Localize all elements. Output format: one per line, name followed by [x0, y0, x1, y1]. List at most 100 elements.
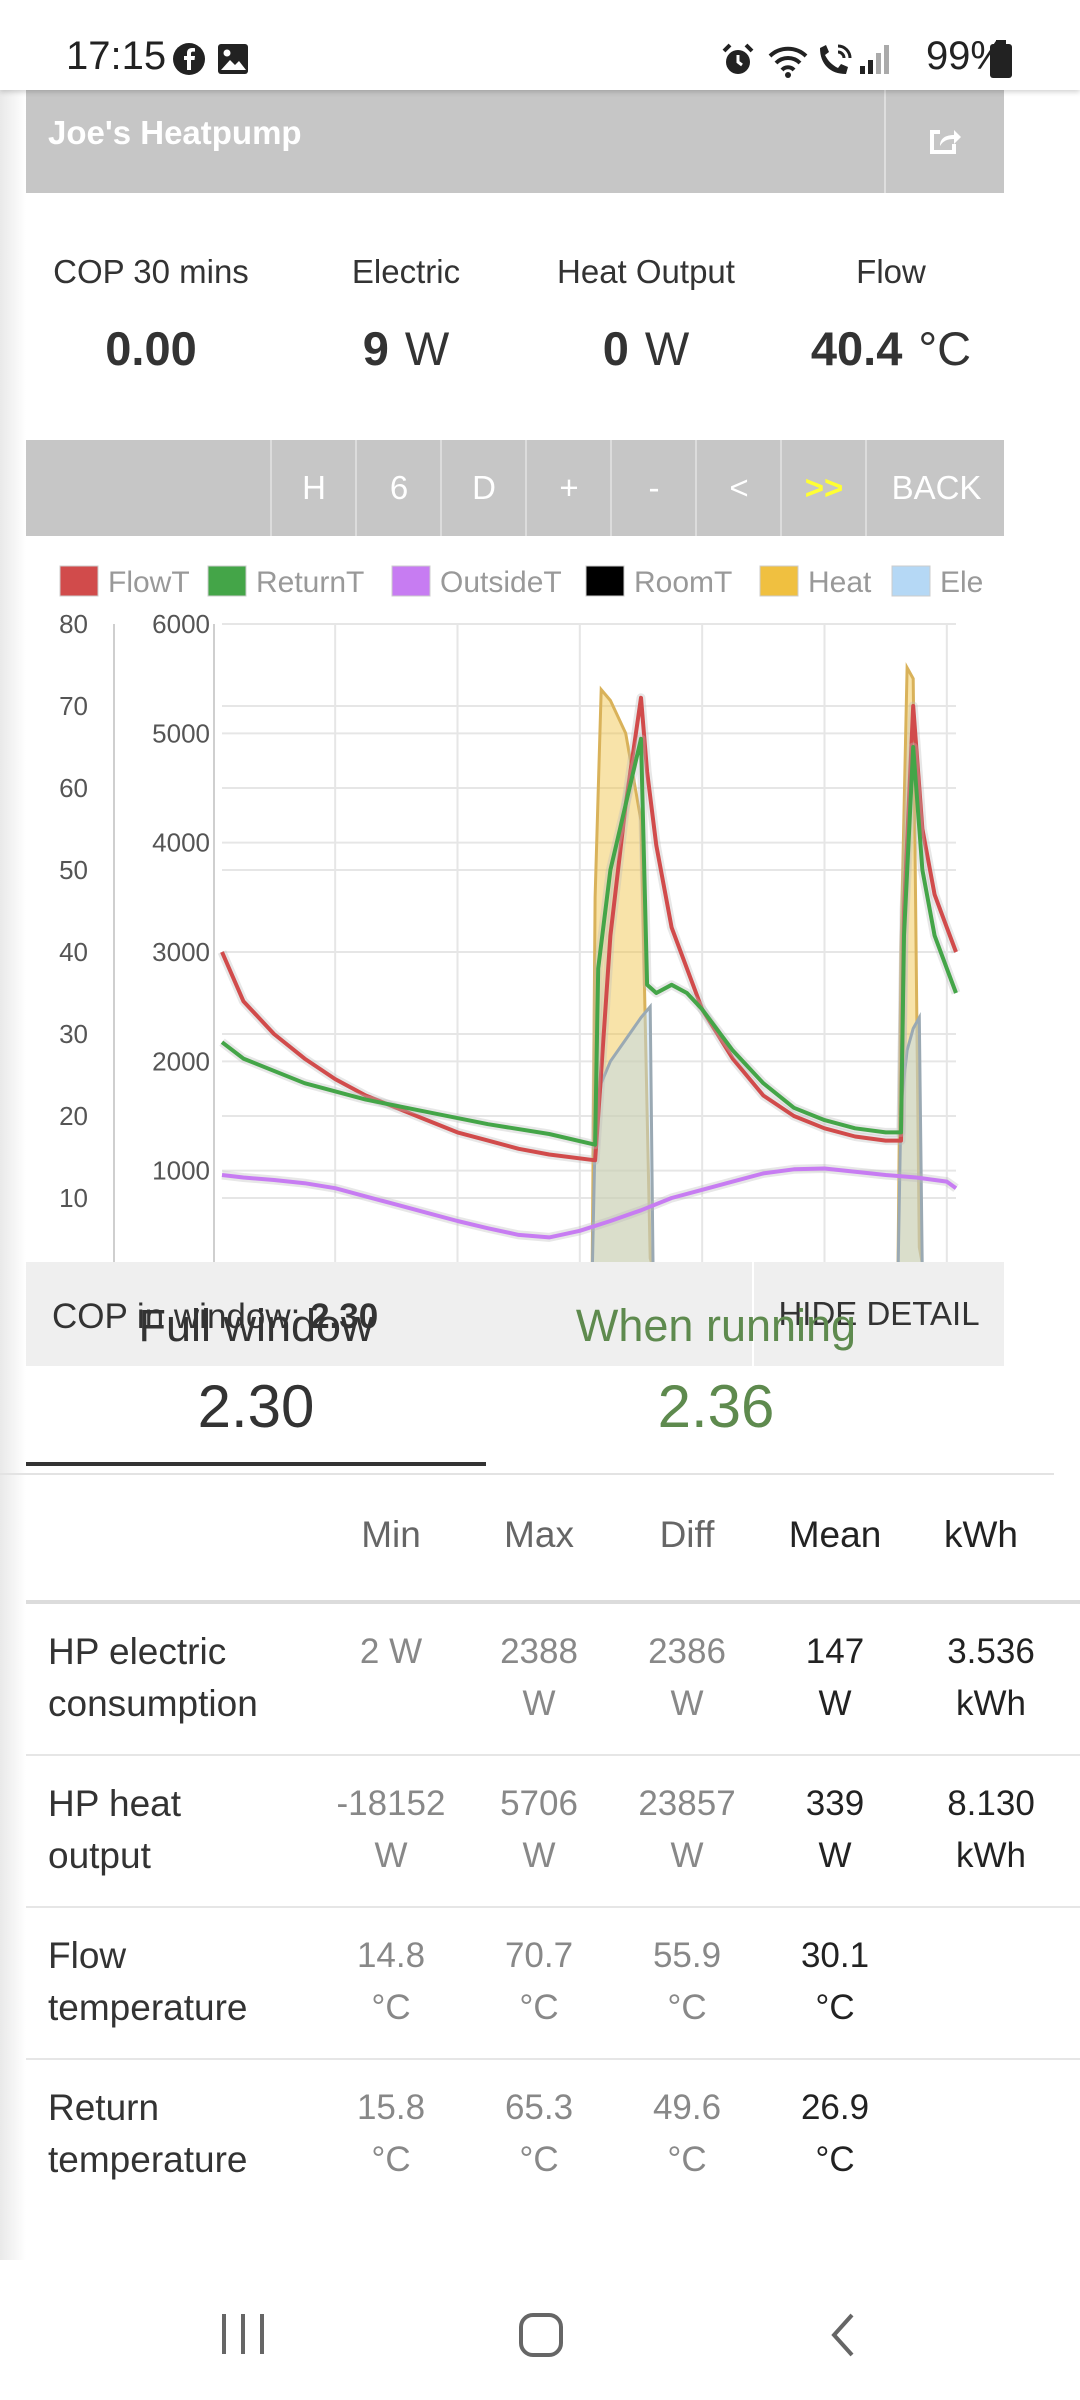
signal-icon — [860, 45, 889, 74]
row-label: HP heat output — [48, 1783, 182, 1876]
cell-max: 5706 W — [500, 1784, 578, 1875]
tab-divider — [0, 1473, 1054, 1475]
y-right-tick-label: 4000 — [152, 828, 210, 858]
chart-container: FlowTReturnTOutsideTRoomTHeatEle01020304… — [26, 536, 1004, 1328]
zoom-in-button[interactable]: + — [525, 440, 611, 536]
gallery-icon — [218, 44, 248, 74]
y-left-tick-label: 30 — [59, 1019, 88, 1049]
legend-swatch-outsidet — [391, 565, 431, 597]
legend-swatch-heat — [759, 565, 799, 597]
active-tab-underline — [26, 1462, 486, 1466]
table-row: Flow temperature 14.8 °C 70.7 °C 55.9 °C 30.… — [26, 1908, 1080, 2060]
cell-max: 65.3 °C — [504, 2088, 574, 2179]
y-left-tick-label: 40 — [59, 937, 88, 967]
fast-forward-button[interactable]: >> — [780, 440, 866, 536]
facebook-icon — [173, 43, 205, 75]
cop-tabs: Full window 2.30 When running 2.36 — [26, 1300, 1080, 1470]
navigation-bar — [0, 2262, 1080, 2400]
y-right-tick-label: 2000 — [152, 1046, 210, 1076]
legend-label-roomt: RoomT — [634, 566, 732, 599]
row-label: Return temperature — [48, 2087, 248, 2180]
y-right-tick-label: 6000 — [152, 609, 210, 639]
tab-label: When running — [575, 1300, 857, 1351]
title-bar: Joe's Heatpump — [26, 90, 1004, 193]
legend-label-outsidet: OutsideT — [440, 566, 562, 599]
kpi-label: COP 30 mins — [53, 253, 249, 290]
six-hour-button[interactable]: 6 — [355, 440, 441, 536]
cop-window-value: 2.30 — [310, 1297, 379, 1336]
cell-max: 2388 W — [500, 1632, 578, 1723]
share-button[interactable] — [884, 90, 1004, 193]
kpi-label: Electric — [351, 253, 461, 290]
series-line-returnt — [220, 736, 958, 1147]
legend-swatch-returnt — [207, 565, 247, 597]
battery-icon — [990, 40, 1012, 78]
y-left-tick-label: 60 — [59, 773, 88, 803]
legend-label-ele: Ele — [940, 566, 983, 599]
col-kwh: kWh — [944, 1514, 1018, 1555]
cop-window-label: COP in window: — [52, 1297, 301, 1336]
kpi-value: 0 — [602, 322, 629, 375]
kpi-unit: W — [644, 322, 690, 375]
day-button[interactable]: D — [440, 440, 526, 536]
cell-mean: 30.1 °C — [800, 1936, 870, 2027]
wifi-call-icon — [820, 44, 852, 74]
pan-left-button[interactable]: < — [695, 440, 781, 536]
y-left-tick-label: 50 — [59, 855, 88, 885]
col-diff: Diff — [659, 1514, 715, 1555]
cell-diff: 23857 W — [638, 1784, 736, 1875]
kpi-label: Heat Output — [557, 253, 735, 290]
share-icon — [930, 130, 961, 154]
kpi-unit: W — [404, 322, 450, 375]
cell-mean: 147 W — [805, 1632, 865, 1723]
stats-header: Min Max Diff Mean kWh — [26, 1470, 1080, 1604]
y-right-tick-label: 3000 — [152, 937, 210, 967]
cell-diff: 55.9 °C — [652, 1936, 722, 2027]
tab-when-running[interactable]: When running 2.36 — [486, 1300, 946, 1441]
recent-apps-icon[interactable] — [218, 2312, 268, 2356]
legend-swatch-roomt — [585, 565, 625, 597]
kpi-label: Flow — [856, 253, 926, 290]
back-icon[interactable] — [828, 2312, 858, 2358]
y-left-tick-label: 70 — [59, 691, 88, 721]
kpi-value: 9 — [362, 322, 389, 375]
kpi-unit: °C — [918, 322, 972, 375]
tab-value: 2.36 — [657, 1373, 775, 1440]
status-time: 17:15 — [66, 34, 167, 78]
hour-button[interactable]: H — [270, 440, 356, 536]
history-chart[interactable]: FlowTReturnTOutsideTRoomTHeatEle01020304… — [26, 536, 1004, 1328]
row-label: HP electric consumption — [48, 1631, 258, 1724]
legend-swatch-ele — [891, 565, 931, 597]
table-row: Return temperature 15.8 °C 65.3 °C 49.6 °C 2… — [26, 2060, 1080, 2210]
cell-kwh: 3.536 kWh — [947, 1632, 1035, 1723]
y-left-tick-label: 10 — [59, 1183, 88, 1213]
legend-label-flowt: FlowT — [108, 566, 190, 599]
cell-mean: 26.9 °C — [800, 2088, 870, 2179]
y-right-tick-label: 1000 — [152, 1156, 210, 1186]
table-row: HP heat output -18152 W 5706 W 23857 W 339 W … — [26, 1756, 1080, 1908]
y-left-tick-label: 80 — [59, 609, 88, 639]
table-row: HP electric consumption 2 W 2388 W 2386 W 1… — [26, 1604, 1080, 1756]
series-shadow-returnt — [219, 734, 961, 1150]
legend-label-heat: Heat — [808, 566, 872, 599]
cop-window: COP in window: 2.30 — [52, 1297, 378, 1337]
home-icon[interactable] — [518, 2312, 564, 2358]
background-shadow — [0, 90, 26, 2260]
col-mean: Mean — [788, 1514, 882, 1555]
cell-diff: 2386 W — [648, 1632, 726, 1723]
y-left-tick-label: 20 — [59, 1101, 88, 1131]
app-title: Joe's Heatpump — [48, 114, 302, 151]
cell-diff: 49.6 °C — [652, 2088, 722, 2179]
cell-min: 15.8 °C — [356, 2088, 426, 2179]
cop-window-bar: COP in window: 2.30 HIDE DETAIL — [26, 1262, 1004, 1366]
zoom-out-button[interactable]: - — [610, 440, 696, 536]
back-button[interactable]: BACK — [865, 440, 1006, 536]
cell-max: 70.7 °C — [504, 1936, 574, 2027]
tab-full-window[interactable]: Full window 2.30 — [26, 1300, 486, 1441]
wifi-icon — [768, 46, 808, 78]
kpi-cop: COP 30 mins 0.00 — [26, 253, 276, 376]
legend-swatch-flowt — [59, 565, 99, 597]
hide-detail-button[interactable]: HIDE DETAIL — [752, 1262, 1004, 1366]
kpi-value: 0.00 — [105, 322, 197, 375]
